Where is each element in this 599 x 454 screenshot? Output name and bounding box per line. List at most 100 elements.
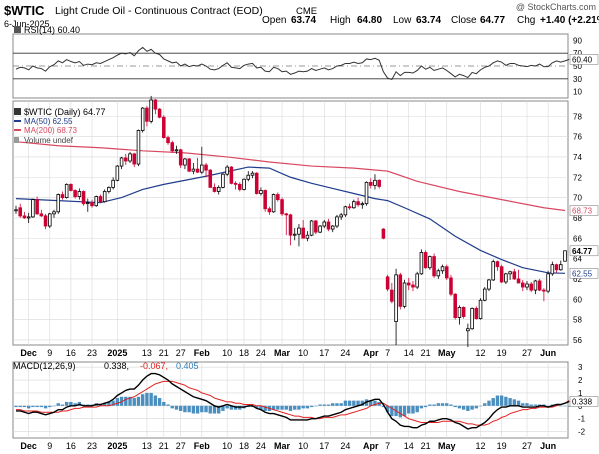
x-axis-bottom-label: May [438, 441, 456, 451]
macd-histogram-bar [453, 405, 457, 408]
macd-histogram-bar [263, 405, 267, 411]
candle-down [98, 196, 103, 203]
candle-down [170, 142, 175, 152]
macd-histogram-bar [390, 405, 394, 417]
candle-up [305, 234, 310, 239]
macd-histogram-bar [432, 404, 436, 406]
macd-histogram-bar [297, 405, 301, 410]
macd-histogram-bar [318, 404, 322, 406]
price-tick-label: 58 [573, 316, 582, 325]
price-tick-label: 68 [573, 214, 582, 223]
x-axis-top-label: 21 [421, 348, 431, 358]
x-axis-bottom-label: 19 [497, 441, 507, 451]
macd-histogram-bar [208, 405, 212, 414]
x-axis-top-label: 7 [385, 348, 390, 358]
x-axis-price: Dec 9 16 23 2025 13 21 27 Feb 10 18 24 Mar 10 17 24 Apr 7… [20, 348, 556, 358]
candle-up [470, 307, 474, 330]
macd-histogram-bar [187, 405, 191, 413]
x-axis-top-label: 12 [476, 348, 486, 358]
candle-up [335, 216, 339, 227]
watermark: @ StockCharts.com [516, 2, 596, 12]
macd-histogram-bar [153, 395, 158, 406]
ma50-line [15, 166, 566, 274]
rsi-tick-label: 10 [573, 88, 582, 97]
rsi-value-tag: 60.40 [572, 55, 593, 64]
x-axis-top-label: 14 [404, 348, 414, 358]
price-tick-label: 72 [573, 173, 582, 182]
macd-tick-label: -1 [578, 415, 586, 424]
price-tick-label: 70 [573, 194, 582, 203]
candle-down [520, 282, 525, 288]
candle-down [166, 137, 170, 144]
macd-histogram-bar [360, 400, 364, 406]
macd-histogram-bar [356, 400, 360, 406]
macd-histogram-bar [73, 403, 77, 406]
rsi-tick-label: 90 [573, 36, 582, 45]
ma50-value-tag: 62.55 [572, 269, 593, 278]
macd-histogram-bar [115, 398, 120, 406]
x-axis-bottom-label: 7 [385, 441, 390, 451]
macd-histogram-bar [326, 404, 331, 406]
ma200-value-tag-box [569, 205, 599, 216]
x-axis-bottom-label: 24 [256, 441, 266, 451]
high-label: High [330, 15, 351, 26]
candle-down [90, 202, 94, 207]
macd-histogram-bar [559, 405, 563, 407]
x-axis-top-label: 16 [66, 348, 76, 358]
macd-histogram-bar [22, 405, 27, 408]
macd-frame [12, 361, 569, 439]
macd-histogram-bar [525, 403, 529, 406]
candle-down [60, 194, 65, 198]
candle-up [225, 166, 229, 175]
macd-histogram-bar [487, 400, 491, 406]
candle-down [178, 149, 183, 166]
macd-histogram-bar [508, 398, 512, 406]
macd-histogram-bar [529, 404, 533, 406]
candle-down [326, 221, 331, 230]
candle-up [563, 250, 567, 262]
rsi-tick-label: 50 [573, 62, 582, 71]
rsi-tick-label: 30 [573, 75, 582, 84]
macd-histogram-bar [407, 405, 411, 414]
instrument-name: Light Crude Oil - Continuous Contract (E… [55, 5, 263, 17]
macd-value-tag-box [569, 396, 599, 407]
macd-histogram-bar [474, 405, 479, 409]
x-axis-top-label: 10 [298, 348, 308, 358]
candle-up [174, 149, 179, 152]
macd-histogram-bar [504, 396, 508, 406]
macd-histogram-bar [157, 398, 162, 406]
macd-histogram-bar [445, 403, 449, 406]
candle-up [309, 220, 314, 236]
macd-histogram-bar [14, 405, 18, 408]
x-axis-top-label: 18 [239, 348, 249, 358]
macd-histogram-bar [183, 405, 187, 413]
candle-down [499, 266, 504, 283]
candle-up [373, 179, 377, 186]
candle-up [56, 194, 61, 213]
symbol-title: $WTIC [4, 3, 45, 18]
x-axis-bottom-label: 21 [421, 441, 431, 451]
x-axis-bottom-label: 13 [142, 441, 152, 451]
candle-down [195, 168, 200, 173]
price-value-tag: 64.77 [572, 247, 593, 256]
candle-down [301, 227, 305, 239]
candle-down [162, 116, 166, 139]
candle-up [457, 306, 462, 318]
x-axis-bottom-label: 27 [522, 441, 532, 451]
x-axis-bottom-label: 12 [476, 441, 486, 451]
candle-up [504, 273, 508, 283]
high-value: 64.80 [357, 15, 382, 26]
x-axis-top-label: 10 [222, 348, 232, 358]
macd-histogram-bar [39, 405, 44, 408]
x-axis-top-label: 13 [142, 348, 152, 358]
candle-down [35, 199, 39, 215]
candle-up [64, 183, 69, 198]
macd-histogram-bar [567, 405, 571, 407]
macd-histogram-bar [280, 405, 284, 410]
candle-down [229, 166, 234, 184]
macd-histogram-bar [128, 396, 132, 406]
candle-up [115, 165, 120, 181]
candle-up [487, 279, 491, 290]
candle-up [533, 280, 538, 291]
candle-down [398, 274, 403, 307]
